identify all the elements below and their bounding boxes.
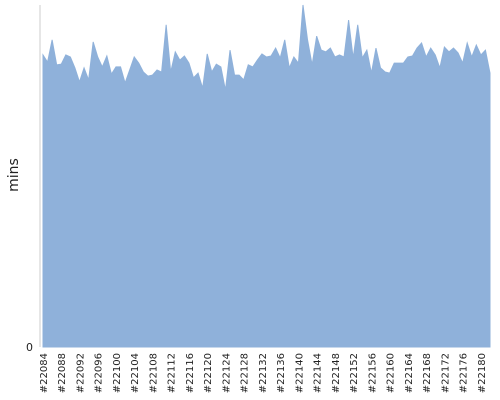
x-tick-label: #22084 xyxy=(39,353,50,393)
x-tick-label: #22092 xyxy=(75,353,86,393)
x-tick-label: #22096 xyxy=(94,353,105,393)
x-tick-label: #22116 xyxy=(185,353,196,393)
x-tick-label: #22128 xyxy=(240,353,251,393)
x-tick-label: #22132 xyxy=(258,353,269,393)
x-tick-label: #22172 xyxy=(440,353,451,393)
area xyxy=(42,4,491,348)
x-tick-label: #22164 xyxy=(404,353,415,393)
x-tick-label: #22088 xyxy=(57,353,68,393)
x-tick-label: #22156 xyxy=(367,353,378,393)
x-tick-label: #22104 xyxy=(130,353,141,393)
x-tick-label: #22176 xyxy=(459,353,470,393)
x-tick-label: #22140 xyxy=(294,353,305,393)
x-tick-label: #22124 xyxy=(221,353,232,393)
x-tick-label: #22148 xyxy=(331,353,342,393)
y-axis-label: mins xyxy=(6,158,22,192)
x-tick-label: #22168 xyxy=(422,353,433,393)
x-tick-label: #22100 xyxy=(112,353,123,393)
y-tick-label: 0 xyxy=(26,341,33,354)
x-tick-label: #22152 xyxy=(349,353,360,393)
x-tick-label: #22136 xyxy=(276,353,287,393)
x-tick-label: #22120 xyxy=(203,353,214,393)
x-tick-label: #22180 xyxy=(477,353,488,393)
x-tick-label: #22160 xyxy=(386,353,397,393)
x-tick-label: #22112 xyxy=(167,353,178,393)
x-tick-label: #22144 xyxy=(313,353,324,393)
x-tick-label: #22108 xyxy=(148,353,159,393)
